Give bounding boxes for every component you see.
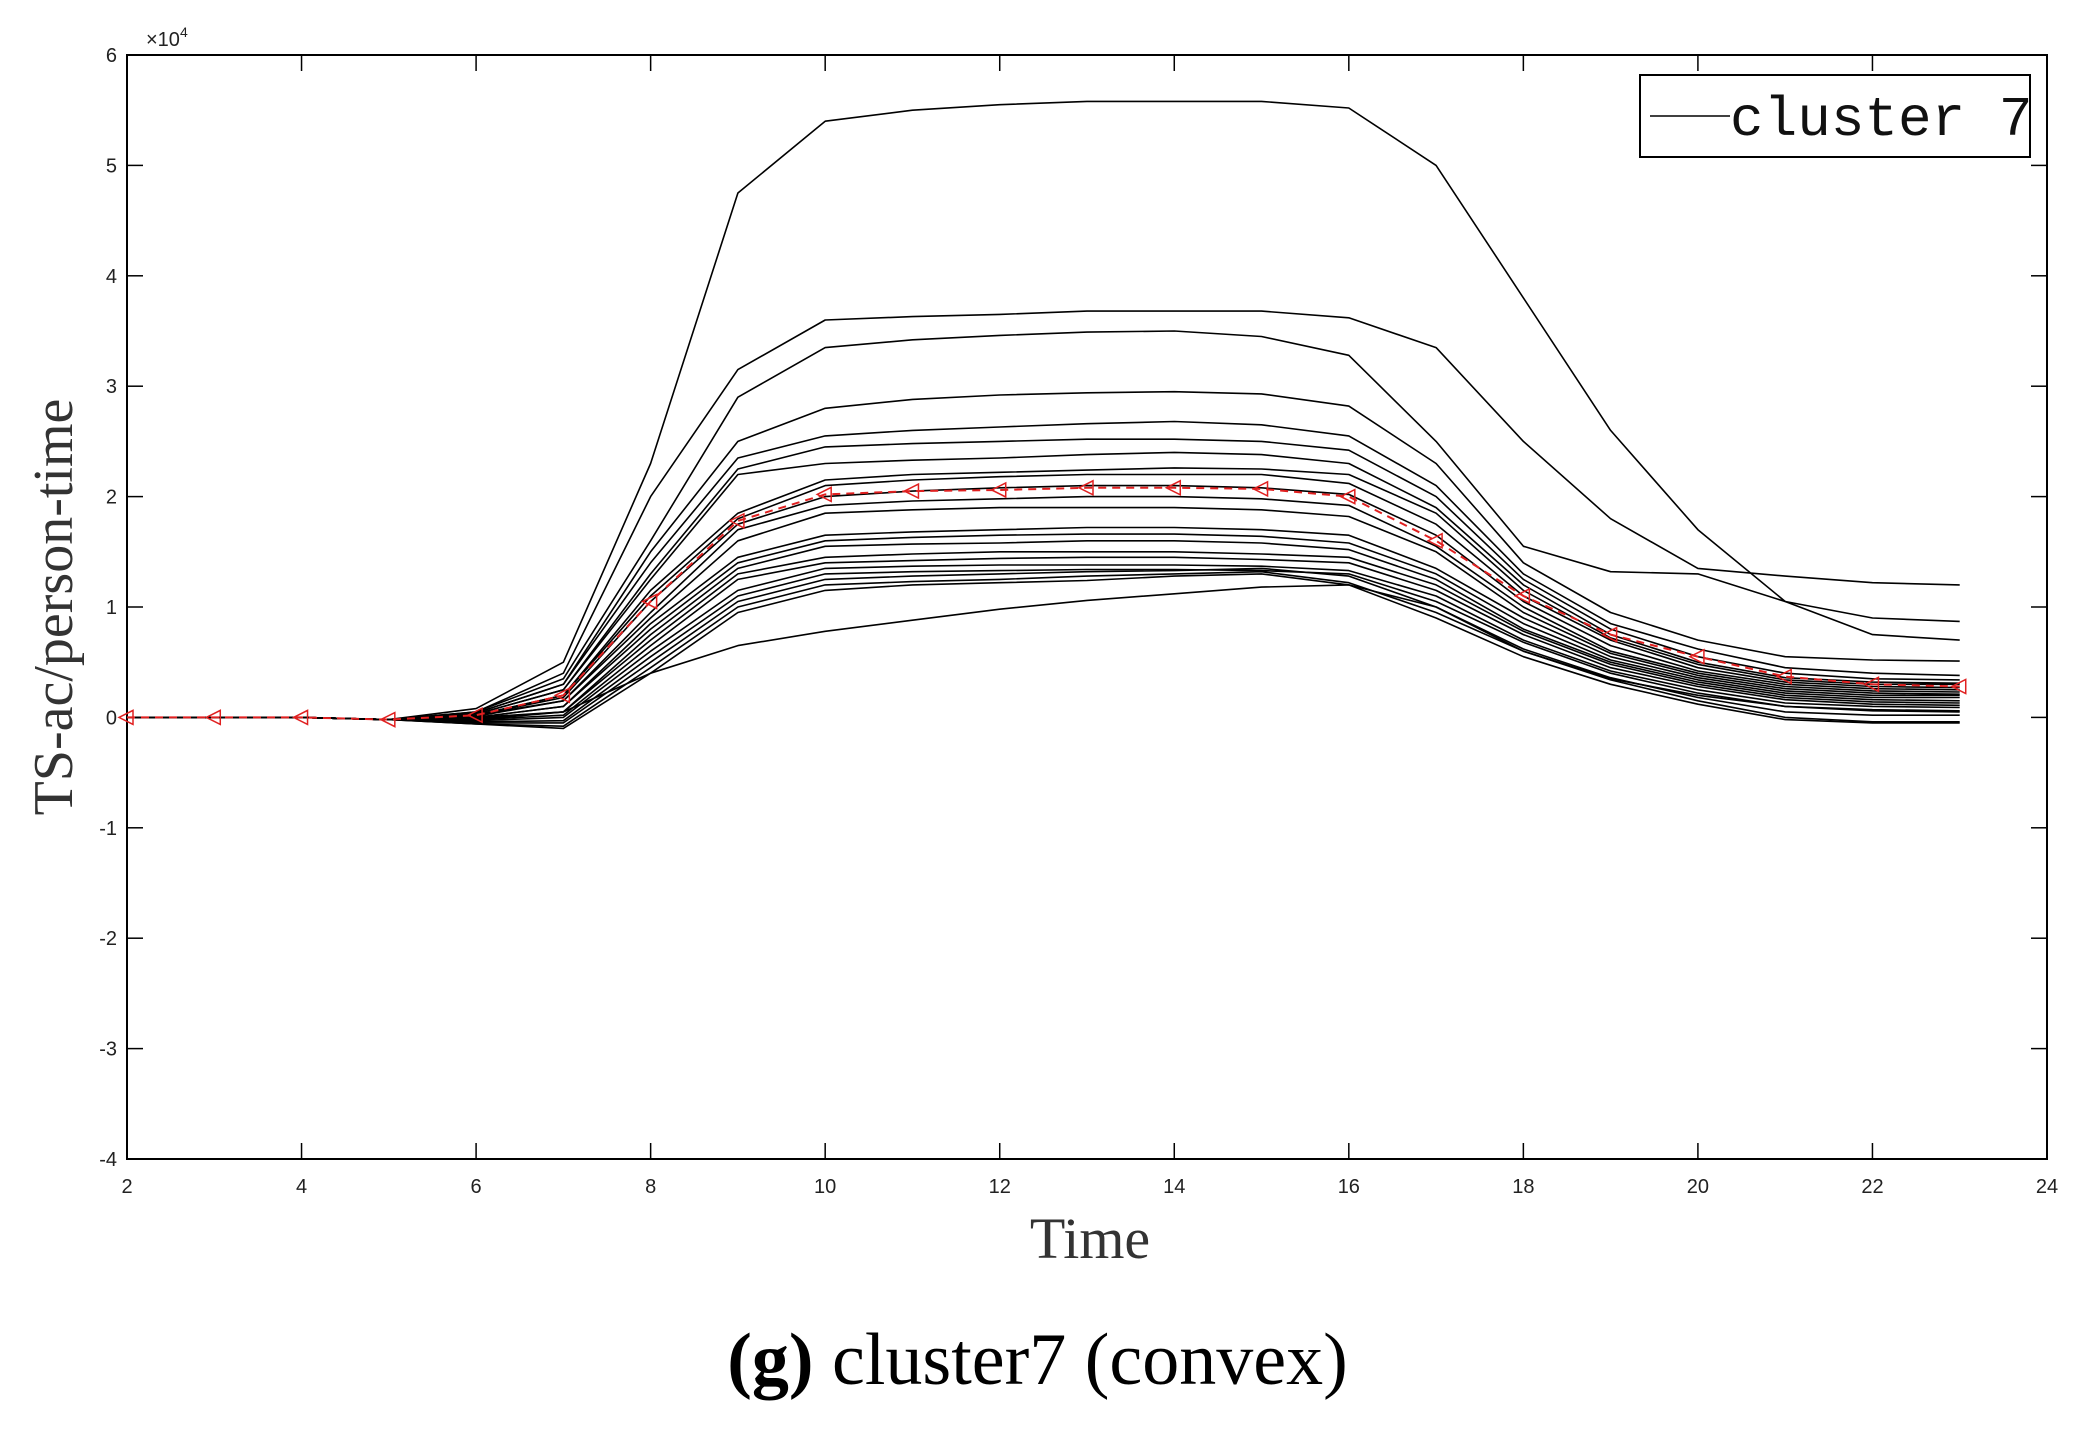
cluster-member-line-22 xyxy=(127,573,1960,730)
centroid-marker xyxy=(1862,676,1880,693)
centroid-marker xyxy=(1775,668,1792,685)
cluster-member-lines xyxy=(127,100,1960,730)
y-tick-label: 3 xyxy=(106,376,117,398)
centroid-marker xyxy=(1426,532,1443,549)
y-exponent-label: ×104 xyxy=(146,24,188,51)
centroid-marker xyxy=(1251,480,1269,498)
centroid-marker xyxy=(1950,678,1967,695)
x-tick-label: 4 xyxy=(296,1176,307,1198)
caption-text: cluster7 (convex) xyxy=(832,1319,1348,1401)
centroid-marker xyxy=(204,709,222,726)
y-tick-label: 2 xyxy=(106,487,117,509)
y-tick-label: 6 xyxy=(106,45,117,67)
x-tick-label: 14 xyxy=(1163,1176,1185,1198)
x-tick-label: 8 xyxy=(645,1176,656,1198)
centroid-marker xyxy=(466,706,483,724)
x-tick-label: 6 xyxy=(471,1176,482,1198)
centroid-marker xyxy=(990,481,1007,499)
x-tick-label: 24 xyxy=(2036,1176,2058,1198)
legend: cluster 7 xyxy=(1639,74,2032,158)
centroid-marker xyxy=(117,709,134,726)
x-tick-label: 2 xyxy=(121,1176,132,1198)
figure-caption: (g) cluster7 (convex) xyxy=(0,1318,2075,1403)
y-tick-label: 0 xyxy=(106,707,117,729)
centroid-marker xyxy=(291,709,309,726)
y-tick-label: 1 xyxy=(106,597,117,619)
cluster-member-line-1 xyxy=(127,100,1960,721)
x-tick-label: 22 xyxy=(1861,1176,1883,1198)
centroid-marker xyxy=(1688,648,1705,665)
x-tick-label: 12 xyxy=(989,1176,1011,1198)
y-tick-label: 4 xyxy=(106,266,117,288)
y-tick-label: 5 xyxy=(106,155,117,177)
centroid-marker xyxy=(640,593,658,610)
y-axis-title: TS-ac/person-time xyxy=(23,399,85,816)
centroid-line xyxy=(127,486,1960,721)
centroid-marker xyxy=(379,711,396,728)
cluster-member-line-23 xyxy=(127,584,1960,721)
axis-ticks xyxy=(126,54,2048,1160)
centroid-series xyxy=(117,479,1967,728)
centroid-marker xyxy=(815,486,832,503)
y-tick-labels: -4 -3 -2 -1 0 1 2 3 4 5 6 xyxy=(99,45,117,1171)
y-tick-label: -4 xyxy=(99,1149,117,1171)
plot-area xyxy=(126,54,2048,1160)
centroid-marker xyxy=(1513,587,1531,605)
x-tick-label: 10 xyxy=(814,1176,836,1198)
centroid-marker xyxy=(1339,488,1356,505)
caption-letter: (g) xyxy=(727,1319,814,1401)
centroid-marker xyxy=(553,687,571,704)
x-tick-labels: 2 4 6 8 10 12 14 16 18 20 22 24 xyxy=(121,1176,2058,1198)
x-tick-label: 20 xyxy=(1687,1176,1709,1198)
x-axis-title: Time xyxy=(1030,1206,1150,1271)
y-tick-label: -3 xyxy=(99,1039,117,1061)
x-tick-label: 18 xyxy=(1512,1176,1534,1198)
centroid-marker xyxy=(1600,626,1618,643)
y-tick-label: -2 xyxy=(99,928,117,950)
x-tick-label: 16 xyxy=(1338,1176,1360,1198)
legend-label: cluster 7 xyxy=(1730,88,2032,152)
y-tick-label: -1 xyxy=(99,818,117,840)
centroid-marker xyxy=(728,512,745,530)
centroid-marker xyxy=(1077,479,1094,496)
centroid-marker xyxy=(1164,479,1182,496)
centroid-marker xyxy=(902,482,920,500)
